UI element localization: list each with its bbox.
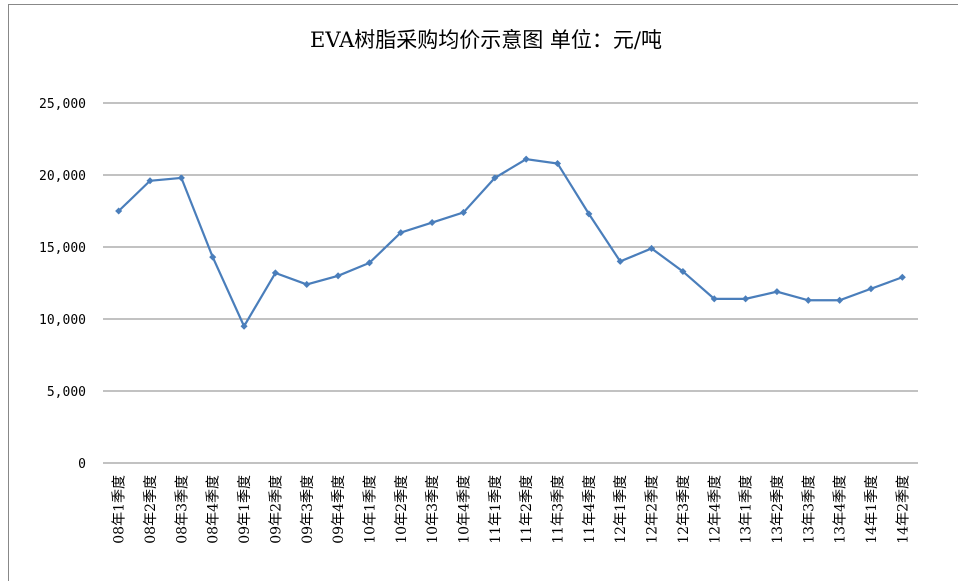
x-tick-label: 08年1季度 <box>112 475 128 544</box>
marker <box>585 210 593 218</box>
marker <box>898 273 906 281</box>
marker <box>303 280 311 288</box>
marker <box>177 174 185 182</box>
x-tick-label: 09年2季度 <box>268 475 284 544</box>
x-tick-label: 11年1季度 <box>488 475 504 544</box>
marker <box>146 177 154 185</box>
x-tick-label: 14年1季度 <box>864 475 880 544</box>
x-tick-label: 10年2季度 <box>394 475 410 544</box>
y-tick-label: 5,000 <box>47 385 86 400</box>
x-tick-label: 10年4季度 <box>456 475 472 544</box>
x-tick-label: 11年2季度 <box>519 475 535 544</box>
marker <box>365 259 373 267</box>
marker <box>648 244 656 252</box>
x-tick-label: 12年1季度 <box>613 475 629 544</box>
y-tick-label: 10,000 <box>39 313 86 328</box>
x-tick-label: 11年4季度 <box>582 475 598 544</box>
x-tick-label: 10年1季度 <box>362 475 378 544</box>
marker <box>522 155 530 163</box>
marker <box>240 322 248 330</box>
y-tick-label: 20,000 <box>39 169 86 184</box>
marker <box>115 207 123 215</box>
marker <box>679 267 687 276</box>
marker <box>271 269 279 277</box>
marker <box>836 296 844 304</box>
x-tick-label: 09年1季度 <box>237 475 253 544</box>
x-tick-label: 12年2季度 <box>645 475 661 544</box>
marker <box>710 295 718 303</box>
marker <box>616 257 624 265</box>
x-tick-label: 13年4季度 <box>833 475 849 544</box>
marker <box>553 159 562 168</box>
marker <box>428 218 436 227</box>
marker <box>397 229 405 237</box>
x-tick-label: 14年2季度 <box>895 475 911 544</box>
x-tick-label: 12年3季度 <box>676 475 692 544</box>
x-tick-label: 13年1季度 <box>739 475 755 544</box>
y-tick-label: 15,000 <box>39 241 86 256</box>
y-tick-label: 25,000 <box>39 97 86 112</box>
x-tick-label: 08年3季度 <box>174 475 190 544</box>
x-tick-label: 09年4季度 <box>331 475 347 544</box>
marker <box>773 288 781 296</box>
x-tick-label: 08年4季度 <box>206 475 222 544</box>
chart-frame <box>8 4 958 581</box>
y-tick-label: 0 <box>78 457 86 472</box>
x-tick-label: 09年3季度 <box>300 475 316 544</box>
marker <box>804 296 812 304</box>
marker <box>334 272 342 280</box>
x-tick-label: 11年3季度 <box>551 475 567 544</box>
marker <box>491 174 499 182</box>
x-tick-label: 13年3季度 <box>801 475 817 544</box>
x-tick-label: 08年2季度 <box>143 475 159 544</box>
x-tick-label: 13年2季度 <box>770 475 786 544</box>
x-tick-label: 12年4季度 <box>707 475 723 544</box>
chart-title: EVA树脂采购均价示意图 单位：元/吨 <box>310 28 662 52</box>
line <box>117 158 903 329</box>
marker <box>742 295 750 303</box>
x-tick-label: 10年3季度 <box>425 475 441 544</box>
marker <box>867 285 875 293</box>
marker <box>459 208 468 216</box>
